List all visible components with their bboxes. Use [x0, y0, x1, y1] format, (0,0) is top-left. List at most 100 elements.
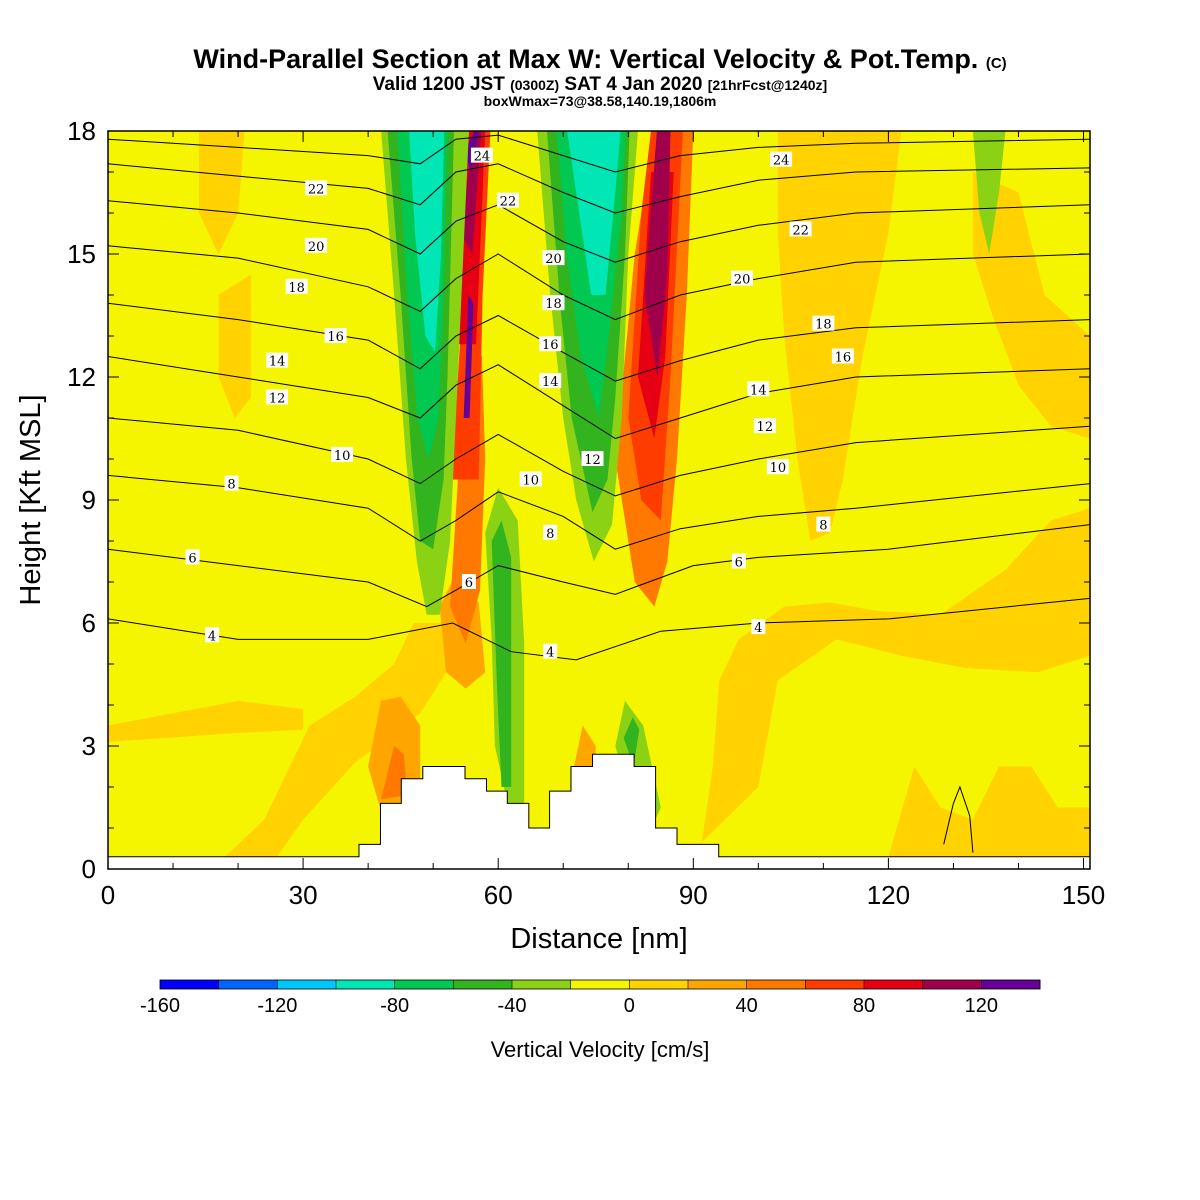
isoline-label: 14	[539, 373, 562, 390]
isoline-label-box	[543, 643, 558, 659]
isoline-label: 4	[751, 619, 766, 636]
isoline-label-text: 20	[308, 240, 325, 255]
box-max-text: boxWmax=73@38.58,140.19,1806m	[483, 93, 717, 109]
isoline-label: 12	[266, 389, 289, 407]
isoline-label-text: 14	[269, 355, 286, 370]
isoline-label-text: 16	[835, 351, 852, 366]
colorbar-tick-label: 80	[853, 995, 875, 1017]
isoline-label-text: 14	[542, 375, 559, 390]
isoline-label-text: 4	[546, 646, 554, 661]
isoline-label: 24	[470, 147, 493, 165]
colorbar-swatch	[160, 980, 220, 989]
isoline-label-box	[539, 373, 562, 389]
chart-title: Wind-Parallel Section at Max W: Vertical…	[0, 44, 1200, 75]
isoline-label: 10	[331, 446, 354, 464]
isoline-label-box	[305, 180, 328, 196]
isoline-label-text: 20	[734, 273, 751, 288]
isoline-label-box	[224, 475, 239, 491]
isoline-label-box	[751, 619, 766, 635]
plot-area: 4 4 4 6 6 6 8 8 8 10 10 10 12 12 12 14 14 14 16 16 16 18 18 18 2…	[108, 131, 1090, 869]
isoline-label: 18	[812, 315, 835, 333]
isoline-label-box	[539, 336, 562, 352]
velocity-region	[108, 700, 304, 742]
isoline-label-box	[542, 250, 565, 266]
valid-time-line: Valid 1200 JST (0300Z) SAT 4 Jan 2020 [2…	[0, 74, 1200, 96]
colorbar-swatch	[981, 980, 1041, 989]
isoline-label: 14	[266, 352, 289, 370]
theta-isoline	[943, 785, 974, 853]
copyright-mark: (C)	[985, 55, 1007, 72]
isoline-label-text: 18	[815, 318, 832, 333]
isoline-label: 8	[224, 475, 239, 493]
colorbar-swatch	[394, 980, 454, 989]
isoline-label-box	[305, 237, 328, 253]
x-tick-label: 120	[867, 880, 910, 910]
isoline-label: 20	[731, 270, 754, 288]
isoline-label-box	[266, 389, 289, 405]
isoline-label-text: 24	[773, 154, 790, 169]
isoline-label: 20	[542, 250, 565, 267]
isoline-label-text: 4	[208, 629, 216, 644]
colorbar-swatch	[570, 980, 630, 989]
isoline-label-box	[470, 147, 493, 163]
colorbar-tick-label: 0	[624, 995, 635, 1017]
isoline-label-text: 8	[819, 519, 827, 534]
velocity-region	[888, 766, 1090, 857]
isoline-label: 16	[539, 336, 562, 353]
isoline-label: 12	[753, 418, 776, 435]
isoline-label: 4	[543, 643, 558, 661]
isoline-label-text: 12	[269, 392, 286, 407]
isoline-label: 20	[305, 237, 328, 255]
theta-isoline	[108, 474, 1090, 550]
isoline-label-box	[496, 192, 519, 208]
isoline-label-box	[747, 381, 770, 397]
isoline-label: 8	[816, 516, 831, 534]
isoline-label-text: 22	[792, 223, 809, 238]
isoline-label-text: 10	[334, 449, 351, 464]
isoline-label-box	[789, 221, 812, 237]
isoline-label-text: 12	[757, 420, 774, 435]
y-tick-label: 3	[82, 731, 96, 761]
isoline-label-text: 8	[546, 527, 554, 542]
velocity-region	[686, 508, 1090, 857]
colorbar-tick-label: -40	[498, 995, 527, 1017]
x-axis-label: Distance [nm]	[510, 923, 687, 955]
isoline-label-box	[812, 315, 835, 331]
isoline-label: 16	[324, 328, 347, 345]
theta-isoline	[108, 524, 1090, 608]
isoline-label: 8	[543, 524, 558, 542]
x-tick-label: 150	[1062, 880, 1105, 910]
y-axis-label: Height [Kft MSL]	[15, 394, 47, 605]
forecast-info: [21hrFcst@1240z]	[707, 77, 828, 93]
colorbar-tick-label: -120	[257, 995, 297, 1017]
theta-isoline	[108, 356, 1090, 440]
valid-utc: (0300Z)	[510, 77, 560, 93]
isoline-label-box	[753, 418, 776, 434]
colorbar-tick-label: -160	[140, 995, 180, 1017]
colorbar-swatch	[629, 980, 689, 989]
isoline-label-box	[766, 459, 789, 475]
terrain	[108, 753, 1090, 869]
isoline-label: 4	[205, 627, 220, 644]
colorbar-border	[159, 979, 1041, 990]
colorbar-label: Vertical Velocity [cm/s]	[491, 1037, 710, 1062]
velocity-region	[225, 623, 447, 857]
velocity-region	[567, 131, 621, 295]
isoline-label: 22	[789, 221, 812, 238]
velocity-region	[491, 520, 512, 787]
x-tick-label: 30	[289, 880, 318, 910]
isoline-label-box	[831, 348, 854, 364]
isoline-label: 6	[461, 574, 476, 591]
isoline-label-text: 8	[227, 478, 235, 493]
colorbar-swatch	[277, 980, 337, 989]
isoline-label-text: 6	[188, 551, 196, 566]
velocity-region	[218, 274, 252, 418]
isoline-label-box	[731, 270, 754, 286]
velocity-region	[463, 295, 474, 418]
isoline-label-box	[331, 446, 354, 462]
colorbar-tick-label: -80	[380, 995, 409, 1017]
isoline-label-text: 16	[542, 338, 559, 353]
isoline-label-box	[542, 295, 565, 311]
colorbar-swatch	[453, 980, 513, 989]
